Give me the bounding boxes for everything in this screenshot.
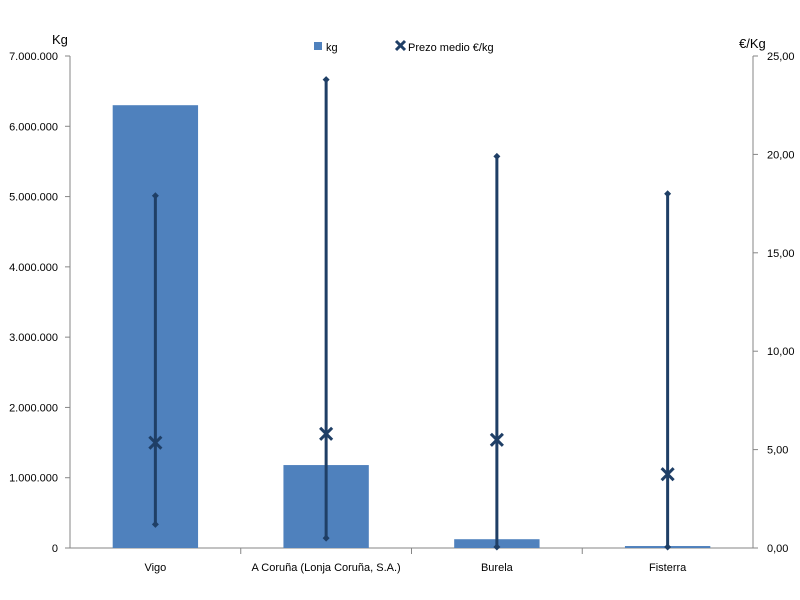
category-label: Fisterra [649, 562, 687, 574]
left-tick-label: 0 [52, 543, 58, 555]
left-tick-label: 6.000.000 [9, 121, 58, 133]
right-axis-label: €/Kg [739, 36, 766, 51]
legend-label-kg: kg [326, 42, 338, 54]
price-average-marker [148, 435, 163, 450]
price-max-marker [493, 152, 501, 160]
price-max-marker [322, 76, 330, 84]
price-max-marker [664, 190, 672, 198]
x-stroke [319, 426, 334, 441]
right-tick-label: 15,00 [767, 248, 795, 260]
price-average-marker [319, 426, 334, 441]
x-stroke [660, 467, 675, 482]
right-tick-label: 0,00 [767, 543, 788, 555]
x-stroke [148, 435, 163, 450]
right-tick-label: 10,00 [767, 346, 795, 358]
left-tick-label: 5.000.000 [9, 192, 58, 204]
price-max-marker [151, 192, 159, 200]
right-tick-label: 25,00 [767, 51, 795, 63]
left-tick-label: 4.000.000 [9, 262, 58, 274]
price-min-marker [322, 534, 330, 542]
price-min-marker [151, 520, 159, 528]
left-tick-label: 1.000.000 [9, 473, 58, 485]
left-tick-label: 3.000.000 [9, 332, 58, 344]
price-average-marker [660, 467, 675, 482]
left-tick-label: 2.000.000 [9, 402, 58, 414]
legend: kg Prezo medio €/kg [314, 39, 494, 54]
category-label: Burela [481, 562, 514, 574]
price-min-marker [493, 543, 501, 551]
price-ranges [148, 76, 675, 551]
category-label: Vigo [144, 562, 166, 574]
bars [112, 105, 711, 548]
legend-label-price: Prezo medio €/kg [408, 42, 494, 54]
tick-labels: 0 1.000.000 2.000.000 3.000.000 4.000.000 5.0… [9, 51, 794, 574]
right-tick-label: 5,00 [767, 445, 788, 457]
price-min-marker [664, 543, 672, 551]
left-tick-label: 7.000.000 [9, 51, 58, 63]
category-label: A Coruña (Lonja Coruña, S.A.) [252, 562, 401, 574]
x-stroke [489, 432, 504, 447]
right-tick-label: 20,00 [767, 149, 795, 161]
left-axis-label: Kg [52, 32, 68, 47]
legend-swatch-x-icon [394, 39, 407, 52]
price-average-marker [489, 432, 504, 447]
legend-swatch-bar [314, 42, 322, 50]
